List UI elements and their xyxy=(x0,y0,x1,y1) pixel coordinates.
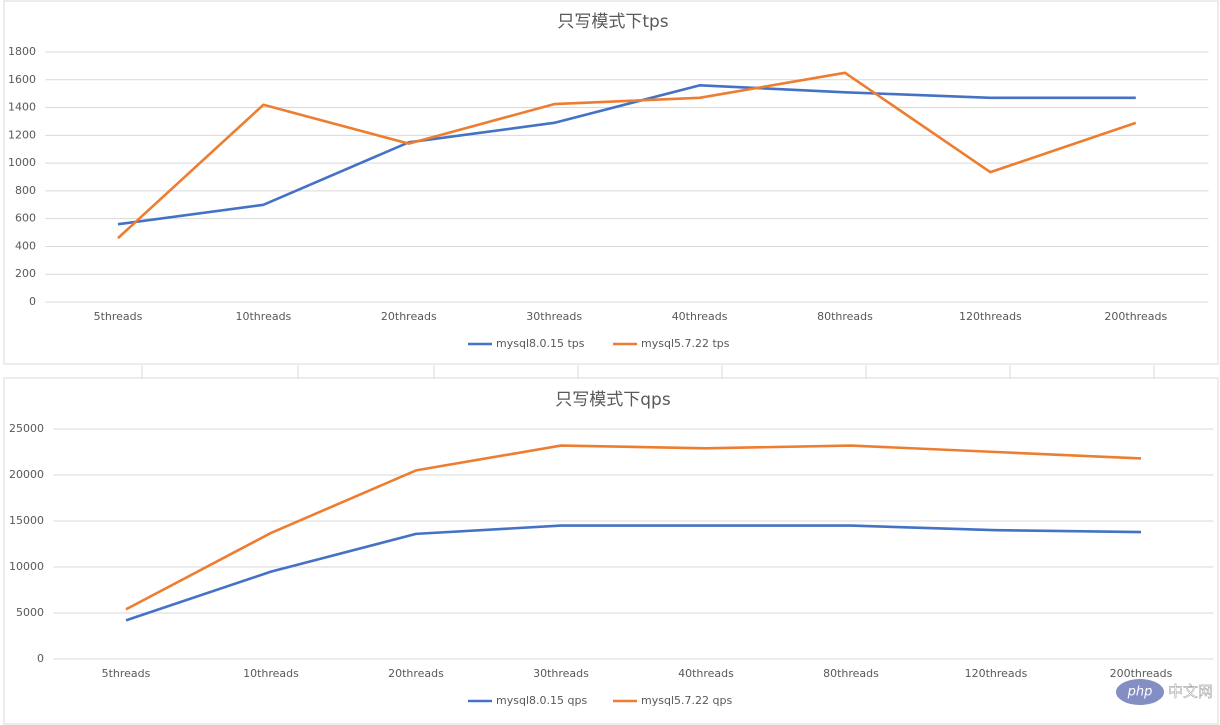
y-tick-label: 0 xyxy=(37,652,44,665)
x-tick-label: 200threads xyxy=(1104,310,1167,323)
x-tick-label: 30threads xyxy=(526,310,582,323)
x-tick-label: 10threads xyxy=(236,310,292,323)
y-tick-label: 1200 xyxy=(8,128,36,141)
y-tick-label: 400 xyxy=(15,239,36,252)
chart-area xyxy=(3,377,1219,725)
x-tick-label: 200threads xyxy=(1110,667,1173,680)
series-line xyxy=(117,84,1136,226)
chart: 只写模式下tps 0 200 400 600 800 1000 1200 1400 1600 180… xyxy=(8,12,1209,350)
series-line xyxy=(117,71,1137,240)
chart: 只写模式下qps 0 5000 10000 15000 20000 25000 5thread… xyxy=(9,390,1214,707)
x-tick-label: 30threads xyxy=(533,667,589,680)
y-tick-label: 1400 xyxy=(8,101,36,114)
y-tick-label: 1800 xyxy=(8,45,36,58)
y-tick-label: 1000 xyxy=(8,156,36,169)
y-tick-label: 200 xyxy=(15,267,36,280)
x-tick-label: 120threads xyxy=(959,310,1022,323)
y-tick-label: 25000 xyxy=(9,422,44,435)
sheet-grid xyxy=(141,365,1155,378)
x-tick-label: 40threads xyxy=(672,310,728,323)
watermark: php 中文网 xyxy=(1116,679,1213,705)
y-tick-label: 10000 xyxy=(9,560,44,573)
legend-label: mysql8.0.15 qps xyxy=(496,694,587,707)
x-tick-label: 40threads xyxy=(678,667,734,680)
y-tick-label: 600 xyxy=(15,212,36,225)
legend-label: mysql5.7.22 tps xyxy=(641,337,730,350)
y-tick-label: 1600 xyxy=(8,73,36,86)
y-tick-label: 800 xyxy=(15,184,36,197)
x-tick-label: 20threads xyxy=(388,667,444,680)
series-line xyxy=(125,524,1142,622)
legend-label: mysql8.0.15 tps xyxy=(496,337,585,350)
chart-title: 只写模式下qps xyxy=(555,390,671,410)
chart-title: 只写模式下tps xyxy=(557,12,668,32)
x-tick-label: 10threads xyxy=(243,667,299,680)
legend-label: mysql5.7.22 qps xyxy=(641,694,732,707)
y-tick-label: 5000 xyxy=(16,606,44,619)
chart-area xyxy=(3,0,1219,365)
y-tick-label: 15000 xyxy=(9,514,44,527)
x-tick-label: 5threads xyxy=(94,310,143,323)
x-tick-label: 80threads xyxy=(817,310,873,323)
x-tick-label: 80threads xyxy=(823,667,879,680)
x-tick-label: 120threads xyxy=(965,667,1028,680)
x-tick-label: 20threads xyxy=(381,310,437,323)
x-tick-label: 5threads xyxy=(102,667,151,680)
series-line xyxy=(125,444,1142,611)
y-tick-label: 0 xyxy=(29,295,36,308)
watermark-logo xyxy=(1116,679,1164,705)
watermark-logo-text: php xyxy=(1127,685,1153,700)
watermark-text: 中文网 xyxy=(1168,683,1213,701)
y-tick-label: 20000 xyxy=(9,468,44,481)
